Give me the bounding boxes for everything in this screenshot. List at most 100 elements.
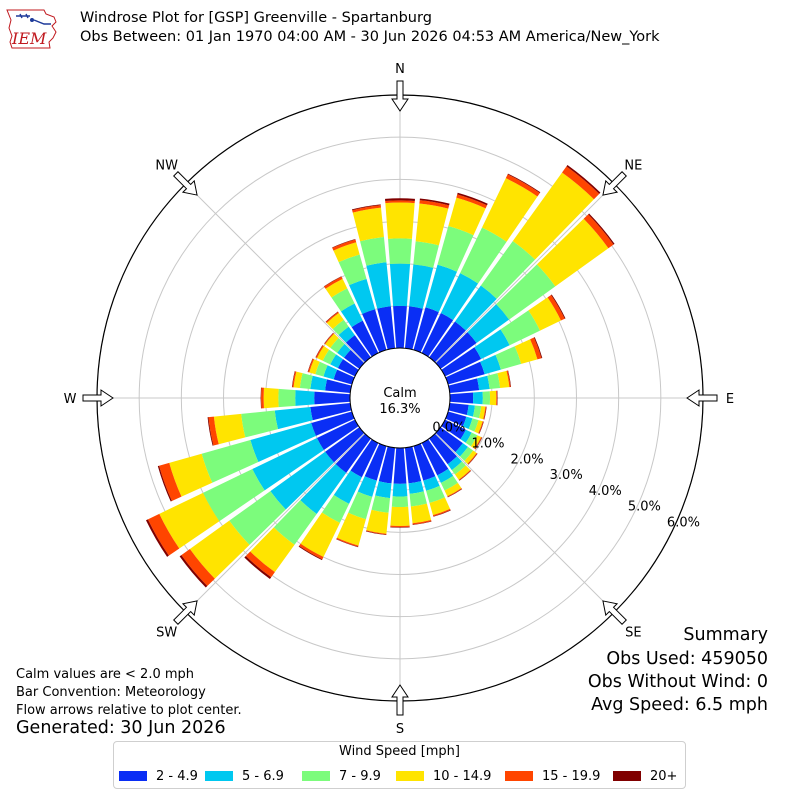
wind-bar-segment	[250, 422, 316, 462]
wind-bar-segment	[390, 506, 410, 527]
flow-arrows-note: Flow arrows relative to plot center.	[16, 703, 242, 718]
wind-bar-segment	[201, 440, 259, 483]
wind-bar-segment	[440, 273, 479, 321]
grid-spoke	[435, 183, 615, 363]
wind-bar-segment	[377, 306, 396, 350]
wind-bar-segment	[447, 488, 462, 498]
wind-bar-segment	[474, 437, 482, 450]
wind-bar-segment	[338, 254, 367, 286]
wind-bar-segment	[448, 197, 486, 236]
legend-label: 10 - 14.9	[433, 768, 492, 784]
wind-bar-segment	[474, 329, 510, 359]
wind-bar-segment	[457, 192, 488, 206]
wind-bar-segment	[435, 427, 463, 453]
wind-bar-segment	[315, 345, 323, 358]
wind-bar-segment	[378, 446, 396, 484]
wind-bar-segment	[291, 371, 296, 388]
summary-obs-without-wind: Obs Without Wind: 0	[587, 672, 768, 692]
logo-text: IEM	[11, 29, 47, 48]
wind-bar-segment	[464, 450, 477, 464]
legend-item: 2 - 4.9	[119, 768, 198, 784]
wind-bar-segment	[470, 435, 482, 449]
wind-bar-segment	[331, 288, 355, 312]
wind-bar-segment	[338, 326, 355, 343]
wind-bar-segment	[371, 495, 391, 513]
wind-bar-segment	[448, 378, 480, 394]
direction-label: S	[396, 722, 404, 737]
wind-bar-segment	[479, 421, 484, 434]
wind-bar-segment	[357, 476, 377, 497]
wind-bar-segment	[326, 312, 344, 330]
wind-bar-segment	[536, 218, 609, 287]
wind-bar-segment	[482, 391, 491, 405]
wind-bar-segment	[245, 551, 275, 578]
wind-bar-segment	[375, 481, 392, 499]
wind-bar-segment	[408, 481, 424, 494]
direction-label: SE	[625, 625, 641, 640]
wind-bar-segment	[325, 278, 348, 298]
legend-label: 15 - 19.9	[542, 768, 601, 784]
wind-bar-segment	[207, 417, 214, 446]
wind-bar-segment	[496, 390, 498, 406]
direction-label: E	[726, 392, 734, 407]
wind-bar-segment	[147, 513, 180, 556]
wind-bar-segment	[462, 416, 473, 429]
wind-bar-segment	[145, 519, 169, 557]
wind-bar-segment	[390, 526, 410, 528]
wind-bar-segment	[412, 519, 432, 525]
wind-bar-segment	[324, 332, 334, 344]
wind-bar-segment	[440, 475, 458, 491]
legend-swatch	[205, 771, 233, 781]
wind-bar-segment	[295, 390, 315, 406]
wind-bar-segment	[293, 371, 303, 389]
wind-bar-segment	[393, 447, 407, 484]
wind-bar-segment	[314, 391, 351, 405]
flow-arrow	[391, 684, 409, 716]
wind-bar-segment	[429, 497, 451, 516]
direction-label: SW	[156, 625, 177, 640]
wind-bar-segment	[336, 512, 366, 546]
wind-bar-segment	[506, 370, 511, 388]
chart-subtitle: Obs Between: 01 Jan 1970 04:00 AM - 30 J…	[80, 29, 660, 45]
wind-bar-segment	[467, 453, 478, 465]
wind-bar-segment	[423, 476, 440, 491]
wind-bar-segment	[335, 433, 371, 473]
wind-bar-segment	[333, 470, 362, 504]
wind-bar-segment	[483, 406, 487, 420]
wind-bar-segment	[181, 548, 215, 587]
grid-spoke	[185, 183, 365, 363]
wind-bar-segment	[480, 354, 501, 375]
wind-bar-segment	[208, 416, 219, 446]
flow-arrow	[391, 80, 409, 112]
wind-bar-segment	[366, 509, 389, 534]
wind-bar-segment	[480, 240, 536, 299]
wind-bar-segment	[389, 263, 411, 307]
wind-bar-segment	[350, 439, 379, 478]
wind-bar-segment	[169, 453, 213, 497]
summary-obs-used: Obs Used: 459050	[606, 649, 768, 669]
wind-bar-segment	[496, 390, 498, 406]
wind-bar-segment	[409, 491, 427, 507]
wind-bar-segment	[415, 203, 449, 246]
wind-bar-segment	[496, 264, 556, 320]
wind-bar-segment	[310, 375, 328, 391]
radial-tick-label: 3.0%	[550, 468, 583, 483]
wind-bar-segment	[322, 349, 337, 365]
wind-bar-segment	[325, 311, 339, 323]
calm-note: Calm values are < 2.0 mph	[16, 667, 195, 682]
wind-bar-segment	[333, 242, 360, 263]
wind-bar-segment	[392, 483, 408, 497]
wind-bar-segment	[451, 461, 466, 475]
wind-bar-segment	[299, 373, 313, 390]
wind-bar-segment	[202, 469, 265, 522]
wind-bar-segment	[385, 198, 415, 201]
wind-bar-segment	[278, 388, 296, 408]
wind-bar-segment	[460, 227, 507, 284]
wind-bar-segment	[474, 420, 483, 434]
wind-bar-segment	[323, 276, 342, 287]
summary-title: Summary	[683, 625, 768, 645]
wind-bar-segment	[475, 437, 483, 450]
wind-bar-segment	[229, 491, 286, 545]
wind-bar-segment	[348, 491, 373, 520]
